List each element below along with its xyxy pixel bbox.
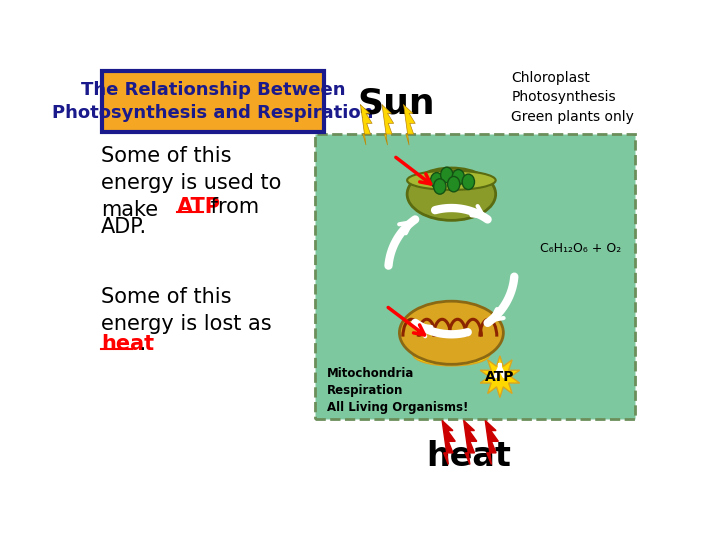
Ellipse shape — [407, 171, 495, 190]
Text: .: . — [133, 334, 147, 354]
Text: Some of this
energy is lost as: Some of this energy is lost as — [101, 287, 271, 334]
Text: C₆H₁₂O₆ + O₂: C₆H₁₂O₆ + O₂ — [540, 241, 621, 254]
Text: Mitochondria
Respiration
All Living Organisms!: Mitochondria Respiration All Living Orga… — [327, 367, 468, 414]
Polygon shape — [464, 421, 477, 464]
Polygon shape — [382, 105, 394, 145]
Text: ADP.: ADP. — [101, 217, 147, 237]
Polygon shape — [480, 356, 520, 397]
Ellipse shape — [407, 168, 495, 220]
Text: heat: heat — [427, 440, 511, 473]
Ellipse shape — [452, 170, 464, 185]
Text: ATP: ATP — [176, 197, 220, 217]
Text: Sun: Sun — [357, 86, 435, 120]
Polygon shape — [361, 105, 372, 145]
Ellipse shape — [433, 179, 446, 194]
Ellipse shape — [413, 343, 490, 366]
Ellipse shape — [441, 167, 453, 183]
Text: Chloroplast
Photosynthesis
Green plants only: Chloroplast Photosynthesis Green plants … — [511, 71, 634, 124]
Text: ATP: ATP — [485, 370, 515, 383]
Ellipse shape — [448, 177, 460, 192]
Ellipse shape — [400, 301, 503, 365]
Polygon shape — [404, 105, 415, 145]
Polygon shape — [442, 421, 455, 464]
Text: heat: heat — [101, 334, 154, 354]
Ellipse shape — [431, 173, 443, 188]
FancyBboxPatch shape — [102, 71, 324, 132]
FancyBboxPatch shape — [315, 134, 634, 419]
Polygon shape — [485, 421, 498, 464]
Text: Some of this
energy is used to
make: Some of this energy is used to make — [101, 146, 282, 220]
Text: The Relationship Between
Photosynthesis and Respiration: The Relationship Between Photosynthesis … — [53, 80, 374, 122]
Ellipse shape — [462, 174, 474, 190]
Text: from: from — [204, 197, 259, 217]
